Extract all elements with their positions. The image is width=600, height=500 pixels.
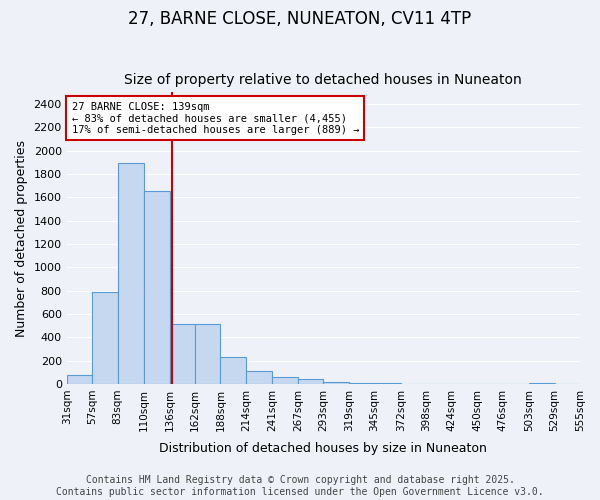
Text: 27 BARNE CLOSE: 139sqm
← 83% of detached houses are smaller (4,455)
17% of semi-: 27 BARNE CLOSE: 139sqm ← 83% of detached…	[71, 102, 359, 135]
Title: Size of property relative to detached houses in Nuneaton: Size of property relative to detached ho…	[124, 73, 522, 87]
Bar	[118, 164, 144, 384]
Bar	[67, 375, 92, 384]
Bar	[323, 382, 349, 384]
X-axis label: Distribution of detached houses by size in Nuneaton: Distribution of detached houses by size …	[160, 442, 487, 455]
Bar	[298, 379, 323, 384]
Text: Contains HM Land Registry data © Crown copyright and database right 2025.
Contai: Contains HM Land Registry data © Crown c…	[56, 476, 544, 497]
Bar	[144, 192, 170, 384]
Bar	[92, 292, 118, 384]
Bar	[272, 377, 298, 384]
Bar	[246, 371, 272, 384]
Text: 27, BARNE CLOSE, NUNEATON, CV11 4TP: 27, BARNE CLOSE, NUNEATON, CV11 4TP	[128, 10, 472, 28]
Y-axis label: Number of detached properties: Number of detached properties	[15, 140, 28, 336]
Bar	[170, 324, 195, 384]
Bar	[220, 357, 246, 384]
Bar	[195, 324, 220, 384]
